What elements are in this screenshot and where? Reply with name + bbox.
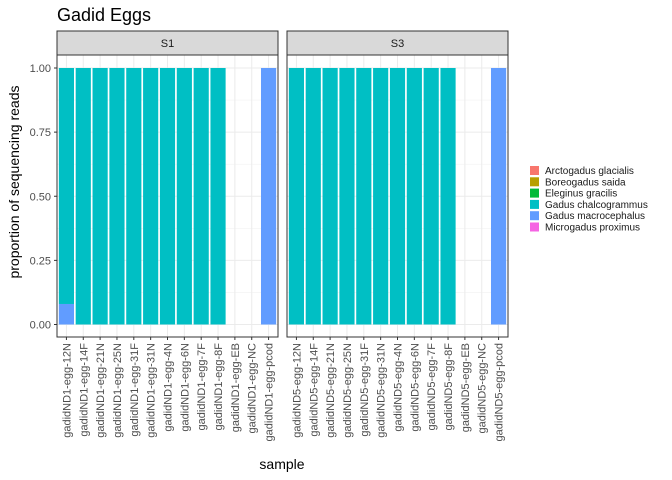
x-tick-label: gadidND5-egg-31F: [359, 343, 371, 437]
x-tick-label: gadidND5-egg-31N: [376, 343, 388, 438]
y-tick-label: 0.75: [30, 127, 51, 139]
bar-gadus-chalcogrammus: [193, 68, 209, 325]
x-tick-label: gadidND1-egg-31N: [146, 343, 158, 438]
bar-gadus-chalcogrammus: [356, 68, 372, 325]
bar-gadus-chalcogrammus: [423, 68, 439, 325]
x-tick-label: gadidND5-egg-14F: [308, 343, 320, 437]
legend-item: Eleginus gracilis: [530, 188, 617, 200]
x-tick-label: gadidND1-egg-6N: [179, 343, 191, 432]
facets-layer: S1 gadidND1-egg-12N gadidND1-egg-14F gadidN…: [56, 30, 509, 441]
bar-gadus-chalcogrammus: [176, 68, 192, 325]
facet-strip: [56, 30, 279, 56]
bar-gadus-macrocephalus: [58, 303, 75, 325]
legend-label: Microgadus proximus: [545, 223, 640, 234]
bar-gadus-chalcogrammus: [440, 68, 456, 325]
bar-gadus-chalcogrammus: [339, 68, 355, 325]
x-tick-label: gadidND5-egg-12N: [291, 343, 303, 438]
legend-label: Gadus chalcogrammus: [545, 200, 648, 211]
legend-label: Arctogadus glacialis: [545, 166, 634, 177]
bar-gadus-macrocephalus: [260, 68, 277, 325]
x-tick-label: gadidND1-egg-4N: [163, 343, 175, 432]
y-tick-label: 0.25: [30, 255, 51, 267]
legend-swatch: [530, 166, 539, 175]
x-tick-label: gadidND1-egg-21N: [95, 343, 107, 438]
facet-strip-label: S3: [391, 38, 404, 50]
legend-swatch: [530, 222, 539, 232]
bar-gadus-chalcogrammus: [143, 68, 159, 325]
x-tick-label: gadidND5-egg-8F: [443, 343, 455, 431]
legend-label: Eleginus gracilis: [545, 189, 617, 200]
x-tick-label: gadidND1-egg-8F: [213, 343, 225, 431]
legend-label: Boreogadus saida: [545, 177, 626, 188]
legend-label: Gadus macrocephalus: [545, 211, 645, 222]
legend-swatch: [530, 199, 539, 209]
bar-gadus-chalcogrammus: [109, 68, 125, 325]
x-tick-label: gadidND5-egg-4N: [393, 343, 405, 432]
y-tick-label: 0.50: [30, 191, 51, 203]
legend-item: Gadus macrocephalus: [530, 211, 645, 222]
y-tick-label: 0.00: [30, 320, 51, 332]
legend-item: Arctogadus glacialis: [530, 166, 634, 177]
x-axis-title: sample: [259, 456, 304, 472]
x-tick-label: gadidND1-egg-14F: [78, 343, 90, 437]
panel-border: [286, 54, 509, 338]
legend-swatch: [530, 177, 539, 187]
y-axis: 0.00 0.25 0.50 0.75 1.00: [30, 63, 57, 332]
bar-gadus-chalcogrammus: [288, 68, 305, 325]
bar-gadus-chalcogrammus: [389, 68, 406, 325]
legend-item: Boreogadus saida: [530, 177, 626, 188]
bar-gadus-chalcogrammus: [406, 68, 422, 325]
facet-strip-label: S1: [161, 38, 174, 50]
facet-strip: [286, 30, 509, 56]
x-tick-label: gadidND1-egg-25N: [112, 343, 124, 438]
x-tick-label: gadidND5-egg-NC: [477, 343, 489, 434]
x-tick-label: gadidND1-egg-NC: [247, 343, 259, 434]
x-tick-label: gadidND1-egg-31F: [129, 343, 141, 437]
bar-gadus-chalcogrammus: [159, 68, 176, 325]
x-tick-label: gadidND5-egg-21N: [325, 343, 337, 438]
bar-gadus-chalcogrammus: [305, 68, 321, 325]
bar-gadus-chalcogrammus: [210, 68, 226, 325]
facet-panel-s1: S1 gadidND1-egg-12N gadidND1-egg-14F gadidN…: [56, 30, 279, 441]
legend-swatch: [530, 188, 539, 198]
x-tick-label: gadidND5-egg-7F: [426, 343, 438, 431]
y-axis-title: proportion of sequencing reads: [6, 85, 22, 278]
x-tick-label: gadidND1-egg-pcod: [264, 343, 276, 441]
x-tick-label: gadidND5-egg-pcod: [494, 343, 506, 441]
x-tick-label: gadidND1-egg-12N: [61, 343, 73, 438]
bar-gadus-chalcogrammus: [322, 68, 338, 325]
x-tick-label: gadidND1-egg-7F: [196, 343, 208, 431]
x-tick-label: gadidND1-egg-EB: [230, 343, 242, 432]
bar-gadus-chalcogrammus: [75, 68, 91, 325]
bar-gadus-chalcogrammus: [58, 68, 75, 304]
bar-gadus-chalcogrammus: [373, 68, 389, 325]
bar-gadus-chalcogrammus: [92, 68, 108, 325]
chart-title: Gadid Eggs: [57, 5, 151, 25]
x-tick-label: gadidND5-egg-25N: [342, 343, 354, 438]
bar-gadus-chalcogrammus: [126, 68, 142, 325]
legend-item: Gadus chalcogrammus: [530, 199, 648, 211]
x-tick-label: gadidND5-egg-EB: [460, 343, 472, 432]
legend-item: Microgadus proximus: [530, 222, 640, 234]
facet-panel-s3: S3 gadidND5-egg-12N gadidND5-egg-14F gadidN…: [286, 30, 509, 441]
x-tick-label: gadidND5-egg-6N: [409, 343, 421, 432]
bar-gadus-macrocephalus: [490, 68, 507, 325]
legend-swatch: [530, 211, 539, 221]
y-tick-label: 1.00: [30, 63, 51, 75]
